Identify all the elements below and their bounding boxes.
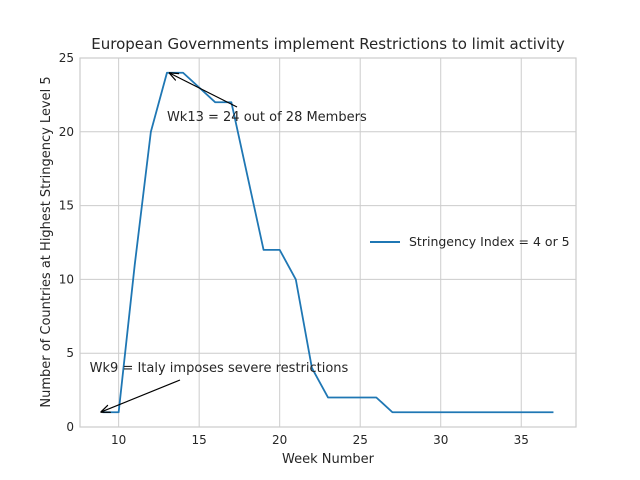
- y-axis-label: Number of Countries at Highest Stringenc…: [39, 76, 54, 407]
- y-tick-label: 5: [66, 346, 74, 360]
- annotation-text: Wk13 = 24 out of 28 Members: [167, 110, 367, 125]
- chart-title: European Governments implement Restricti…: [91, 35, 565, 53]
- x-tick-label: 20: [272, 433, 287, 447]
- annotation-text: Wk9 = Italy imposes severe restrictions: [90, 361, 349, 376]
- x-tick-label: 30: [433, 433, 448, 447]
- x-tick-labels: 10 15 20 25 30 35: [111, 433, 529, 447]
- x-axis-label: Week Number: [282, 452, 375, 467]
- annotations: Wk13 = 24 out of 28 Members Wk9 = Italy i…: [90, 73, 367, 412]
- y-tick-label: 25: [59, 51, 74, 65]
- y-gridlines: [80, 57, 576, 428]
- y-tick-labels: 0 5 10 15 20 25: [59, 51, 74, 434]
- annotation-arrow: [169, 73, 238, 108]
- y-tick-label: 10: [59, 272, 74, 286]
- y-tick-label: 15: [59, 199, 74, 213]
- x-tick-label: 15: [192, 433, 207, 447]
- y-tick-label: 0: [66, 420, 74, 434]
- legend-label: Stringency Index = 4 or 5: [409, 234, 570, 249]
- y-tick-label: 20: [59, 125, 74, 139]
- x-gridlines: [118, 58, 522, 427]
- x-tick-label: 25: [353, 433, 368, 447]
- x-tick-label: 35: [514, 433, 529, 447]
- legend: Stringency Index = 4 or 5: [370, 234, 570, 249]
- x-tick-label: 10: [111, 433, 126, 447]
- annotation-arrow: [101, 379, 181, 412]
- plot-area: [79, 57, 577, 428]
